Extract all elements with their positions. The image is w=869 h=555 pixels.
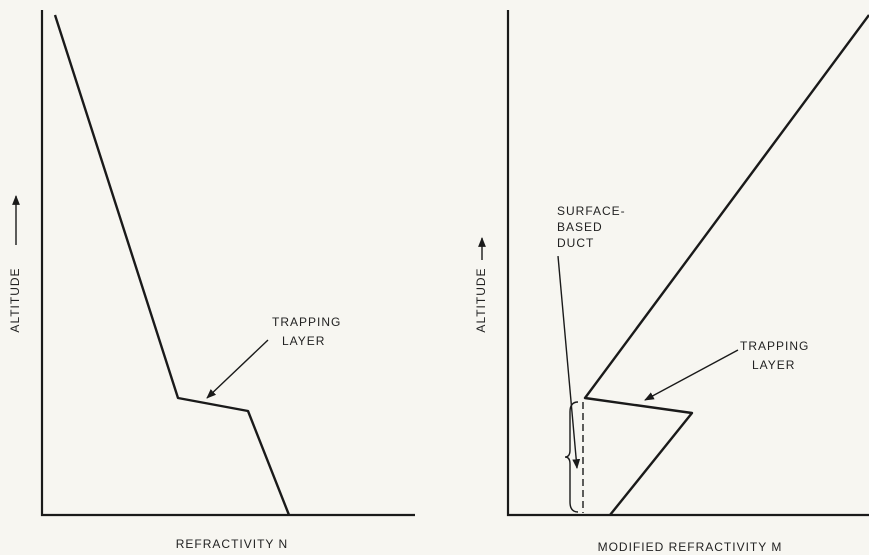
y-axis-label: ALTITUDE [474, 267, 488, 332]
annotation: LAYER [752, 358, 795, 372]
annotation: TRAPPING [740, 339, 809, 353]
pointer-arrow [206, 339, 269, 399]
duct-brace [564, 401, 579, 513]
annotation: DUCT [557, 236, 594, 250]
annotation: LAYER [282, 334, 325, 348]
x-axis-label: MODIFIED REFRACTIVITY M [598, 540, 783, 554]
left-panel: TRAPPING LAYER ALTITUDE REFRACTIVITY N [8, 10, 415, 551]
pointer-arrow [644, 349, 739, 401]
annotation: TRAPPING [272, 315, 341, 329]
annotation: BASED [557, 220, 603, 234]
pointer-arrow [557, 255, 581, 469]
axes [40, 10, 415, 517]
annotation: SURFACE- [557, 204, 626, 218]
refractivity-profile [53, 14, 291, 516]
modified-refractivity-profile [583, 14, 869, 516]
axes [506, 10, 869, 517]
right-panel: SURFACE- BASED DUCT TRAPPING LAYER ALTIT… [474, 10, 869, 554]
y-axis-label: ALTITUDE [8, 267, 22, 332]
x-axis-label: REFRACTIVITY N [176, 537, 288, 551]
